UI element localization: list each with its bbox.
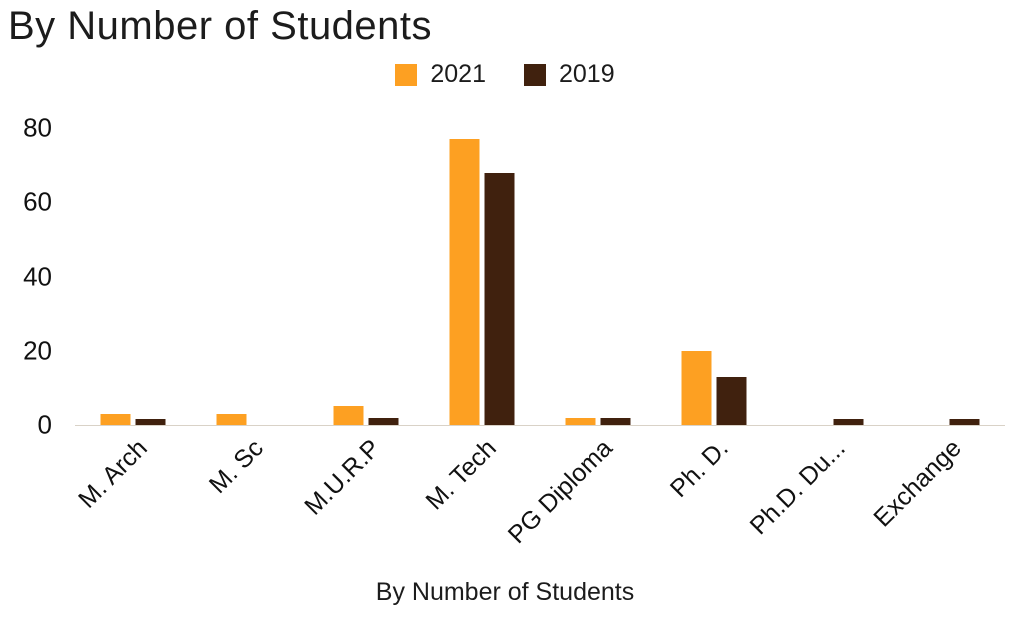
bar-2019 [716,377,747,425]
legend-swatch [524,63,546,86]
x-axis-labels: M. Arch M. Sc M.U.R.P M. Tech PG Diploma Ph. … [73,434,1005,564]
bar-group [100,414,166,425]
bar-2019 [949,419,980,425]
bar-2019 [833,419,864,425]
bar-2021 [100,414,131,425]
bar-group [449,139,515,425]
bar-group [565,418,631,425]
bar-2021 [681,351,712,425]
y-tick-label: 0 [37,409,52,440]
y-axis: 0 20 40 60 80 [0,113,64,440]
x-axis-title: By Number of Students [375,578,635,606]
bar-group [914,419,980,425]
y-tick-label: 40 [23,261,52,291]
legend-label: 2021 [430,60,486,88]
plot-area [75,128,1005,426]
legend: 2021 2019 [0,60,1010,89]
bar-2019 [135,419,166,425]
bar-2021 [449,139,480,425]
y-tick-label: 80 [23,112,52,143]
y-tick-label: 60 [23,186,52,217]
chart-title: By Number of Students [8,4,433,48]
x-axis-line [75,425,1005,426]
bar-2021 [216,414,247,425]
bar-2021 [333,406,364,425]
bar-2019 [368,418,399,425]
legend-item-2021: 2021 [395,60,486,89]
legend-item-2019: 2019 [524,60,615,89]
y-tick-label: 20 [23,335,52,366]
bar-group [798,419,864,425]
legend-swatch [395,63,418,86]
bar-group [216,414,282,425]
bar-2019 [600,418,631,425]
bar-2019 [484,173,515,425]
bar-group [681,351,747,425]
bar-group [333,406,399,425]
bar-2021 [565,418,596,425]
legend-label: 2019 [559,60,615,88]
